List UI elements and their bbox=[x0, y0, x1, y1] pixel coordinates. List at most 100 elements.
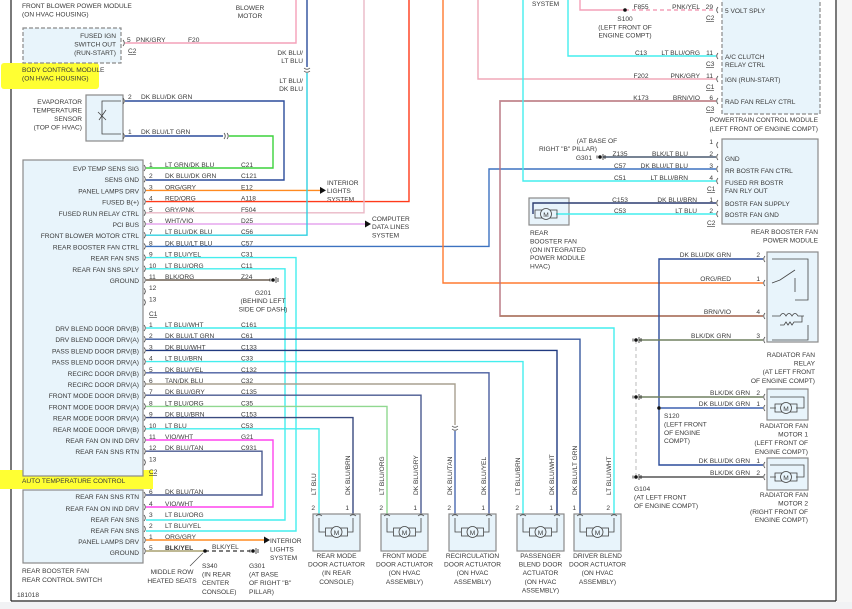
wire-label: LT GRN/DK BLU bbox=[165, 162, 214, 169]
motor-symbol: M bbox=[595, 530, 601, 537]
relay-title: RELAY bbox=[794, 361, 816, 368]
pin-number: 1 bbox=[128, 129, 132, 136]
connector-terminal bbox=[143, 536, 146, 544]
interior-lights-label: LIGHTS bbox=[327, 188, 351, 195]
booster-pin-function: FUSED RR BOSTR bbox=[725, 180, 783, 187]
actuator-title: (ON HVAC bbox=[525, 579, 557, 586]
wire-label: DK BLU/ bbox=[277, 50, 303, 57]
wire-label: BLK/ORG bbox=[165, 274, 194, 281]
body-control-module bbox=[22, 27, 122, 64]
atc-pin-function: DRV BLEND DOOR DRV(A) bbox=[55, 337, 139, 344]
pin-number: 1 bbox=[149, 162, 153, 169]
connector-label: C2 bbox=[128, 48, 137, 55]
heated-seats-label: MIDDLE ROW bbox=[151, 569, 195, 576]
actuator-title: CONSOLE) bbox=[319, 579, 353, 586]
wire-label: DK BLU/DK GRN bbox=[680, 252, 732, 259]
wire-label: DK BLU/YEL bbox=[165, 367, 203, 374]
evap-sensor-label: (TOP OF HVAC) bbox=[34, 125, 82, 132]
wire-label: VIO/WHT bbox=[165, 434, 193, 441]
motor-symbol: M bbox=[543, 212, 549, 219]
atc-pin-function: REAR BOOSTER FAN CTRL bbox=[53, 244, 139, 251]
wire-c33 bbox=[146, 360, 524, 514]
wire-c135 bbox=[146, 394, 422, 514]
g301-label: G301 bbox=[576, 155, 592, 162]
g201-label: SIDE OF DASH) bbox=[239, 306, 288, 313]
pin-number: 10 bbox=[149, 423, 157, 430]
inline-connector-icon bbox=[223, 132, 229, 140]
wire-label: VIO/WHT bbox=[165, 501, 193, 508]
motor-icon bbox=[398, 526, 411, 538]
actuator-title: (ON HVAC bbox=[389, 570, 421, 577]
atc-pin-function: REAR MODE DOOR DRV(A) bbox=[53, 416, 139, 423]
wire-label: DK BLU bbox=[279, 86, 303, 93]
heated-seats-label: HEATED SEATS bbox=[147, 578, 197, 585]
auto-temperature-control-module bbox=[22, 159, 144, 477]
powertrain-control-module bbox=[721, 0, 821, 115]
connector-label: C1 bbox=[707, 186, 716, 193]
connector-terminal bbox=[763, 312, 766, 320]
connector-terminal bbox=[143, 254, 146, 261]
highlight-bcm bbox=[1, 63, 99, 89]
connector-terminal bbox=[763, 279, 766, 287]
pin-number: 1 bbox=[756, 276, 760, 283]
actuator-wire-label: LT BLU/ORG bbox=[379, 456, 386, 495]
wire-label: LT BLU/ORG bbox=[165, 263, 204, 270]
blower-motor-label: BLOWER bbox=[236, 5, 265, 12]
pin-number: 3 bbox=[709, 163, 713, 170]
wire-label: LT BLU/ORG bbox=[165, 512, 204, 519]
connector-terminal bbox=[716, 165, 719, 173]
actuator-title: ASSEMBLY) bbox=[386, 579, 423, 586]
wire-label: DK BLU/GRY bbox=[165, 389, 205, 396]
wire-label: DK BLU/BRN bbox=[165, 412, 205, 419]
pin-number: 2 bbox=[149, 173, 153, 180]
actuator-title: BLEND DOOR bbox=[519, 562, 563, 569]
connector-terminal bbox=[716, 210, 719, 218]
inline-connector-icon bbox=[303, 67, 311, 73]
connector-terminal bbox=[143, 220, 146, 228]
connector-terminal bbox=[763, 255, 766, 263]
wire-label: BRN/VIO bbox=[704, 309, 731, 316]
circuit-label: F855 bbox=[633, 4, 648, 11]
connector-terminal bbox=[576, 514, 584, 517]
wire-label: BLK/DK GRN bbox=[691, 333, 731, 340]
motor-icon bbox=[466, 526, 479, 538]
pcm-pin-function: RELAY CTRL bbox=[725, 62, 765, 69]
ground-g104-icon bbox=[634, 475, 638, 479]
data-lines-label: COMPUTER bbox=[372, 216, 410, 223]
wire-label: LT BLU/ORG bbox=[661, 50, 700, 57]
connector-terminal bbox=[610, 514, 618, 517]
connector-terminal bbox=[763, 404, 766, 412]
wire-a118 bbox=[146, 0, 410, 203]
actuator-wire-label: LT BLU bbox=[311, 473, 318, 495]
connector-label: C2 bbox=[149, 469, 158, 476]
connector-terminal bbox=[716, 153, 719, 161]
wire-label: PNK/GRY bbox=[136, 37, 166, 44]
booster-pin-function: GND bbox=[725, 156, 740, 163]
connector-terminal bbox=[122, 39, 125, 47]
connector-terminal bbox=[143, 547, 146, 555]
motor-symbol: M bbox=[783, 475, 789, 482]
bcm-title: (ON HVAC HOUSING) bbox=[22, 76, 89, 83]
connector-terminal bbox=[763, 336, 766, 344]
actuator-lead-icon bbox=[579, 518, 615, 533]
connector-terminal bbox=[143, 358, 146, 365]
wire-label: PNK/GRY bbox=[670, 73, 700, 80]
wire-label: BLK/YEL bbox=[212, 544, 239, 551]
pin-number: 2 bbox=[756, 390, 760, 397]
pcm-title: POWERTRAIN CONTROL MODULE bbox=[710, 117, 819, 124]
pin-number: 2 bbox=[128, 94, 132, 101]
connector-terminal bbox=[763, 473, 766, 481]
pin-number: 2 bbox=[149, 333, 153, 340]
g301-label: G301 bbox=[249, 563, 265, 570]
pin-number: 10 bbox=[149, 263, 157, 270]
booster-module-title: REAR BOOSTER FAN bbox=[751, 229, 818, 236]
switch-pin-function: PANEL LAMPS DRV bbox=[78, 539, 139, 546]
pin-number: 2 bbox=[756, 470, 760, 477]
connector-terminal bbox=[143, 525, 146, 533]
rear-booster-fan-power-module bbox=[721, 138, 819, 225]
actuator-wire-label: LT BLU/BRN bbox=[515, 457, 522, 495]
wire-org-red bbox=[442, 0, 763, 284]
actuator-wire-label: LT BLU/WHT bbox=[606, 456, 613, 495]
circuit-label: C931 bbox=[241, 445, 257, 452]
wire-label: LT BLU bbox=[281, 58, 303, 65]
